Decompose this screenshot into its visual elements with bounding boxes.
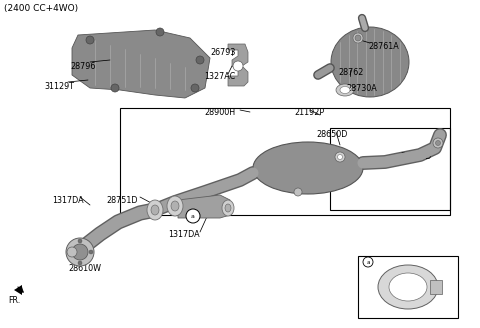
Ellipse shape — [147, 200, 163, 220]
Circle shape — [294, 188, 302, 196]
Circle shape — [72, 244, 88, 260]
Ellipse shape — [336, 84, 354, 96]
Circle shape — [67, 250, 71, 254]
Circle shape — [337, 154, 343, 159]
Bar — [330, 128, 450, 210]
Circle shape — [111, 84, 119, 92]
Text: 28751D: 28751D — [106, 196, 137, 205]
Ellipse shape — [222, 200, 234, 216]
Text: a: a — [191, 215, 195, 219]
Text: 26793: 26793 — [210, 48, 235, 57]
Text: 28679C: 28679C — [316, 166, 347, 175]
Text: 28650D: 28650D — [316, 130, 348, 139]
Text: 28658D: 28658D — [400, 152, 432, 161]
Text: 28761A: 28761A — [368, 42, 399, 51]
Text: 28768: 28768 — [68, 248, 93, 257]
Circle shape — [363, 257, 373, 267]
Circle shape — [233, 61, 243, 71]
Circle shape — [335, 152, 345, 162]
Circle shape — [433, 138, 443, 148]
Ellipse shape — [225, 204, 231, 212]
Circle shape — [66, 238, 94, 266]
Bar — [340, 68, 362, 84]
Polygon shape — [228, 44, 248, 86]
Text: 28610W: 28610W — [68, 264, 101, 273]
Bar — [430, 280, 442, 294]
Circle shape — [196, 56, 204, 64]
Bar — [120, 108, 450, 215]
Text: 31129T: 31129T — [44, 82, 74, 91]
Polygon shape — [178, 195, 230, 218]
Circle shape — [78, 239, 82, 243]
Text: 28900H: 28900H — [204, 108, 235, 117]
Ellipse shape — [340, 87, 350, 93]
Ellipse shape — [171, 201, 179, 211]
Ellipse shape — [331, 27, 409, 97]
Text: 21192P: 21192P — [294, 108, 324, 117]
Text: a: a — [366, 260, 370, 265]
Polygon shape — [14, 285, 22, 295]
Circle shape — [156, 28, 164, 36]
Text: 28796: 28796 — [70, 62, 96, 71]
Circle shape — [353, 33, 363, 43]
Text: 1317DA: 1317DA — [52, 196, 84, 205]
Text: 28641A: 28641A — [380, 276, 410, 285]
Circle shape — [355, 35, 361, 41]
Circle shape — [89, 250, 93, 254]
Circle shape — [86, 36, 94, 44]
Circle shape — [435, 140, 441, 146]
Ellipse shape — [378, 265, 438, 309]
Circle shape — [186, 209, 200, 223]
Ellipse shape — [389, 273, 427, 301]
Text: (2400 CC+4WO): (2400 CC+4WO) — [4, 4, 78, 13]
Text: FR.: FR. — [8, 296, 20, 305]
Text: 1317DA: 1317DA — [168, 230, 200, 239]
Text: 28762: 28762 — [338, 68, 363, 77]
Circle shape — [78, 261, 82, 265]
Circle shape — [67, 247, 77, 257]
Ellipse shape — [167, 196, 183, 216]
Bar — [358, 256, 458, 318]
Text: 28730A: 28730A — [346, 84, 377, 93]
Ellipse shape — [151, 205, 159, 215]
Polygon shape — [72, 30, 210, 98]
Ellipse shape — [253, 142, 363, 194]
Circle shape — [191, 84, 199, 92]
Text: 1327AC: 1327AC — [204, 72, 235, 81]
